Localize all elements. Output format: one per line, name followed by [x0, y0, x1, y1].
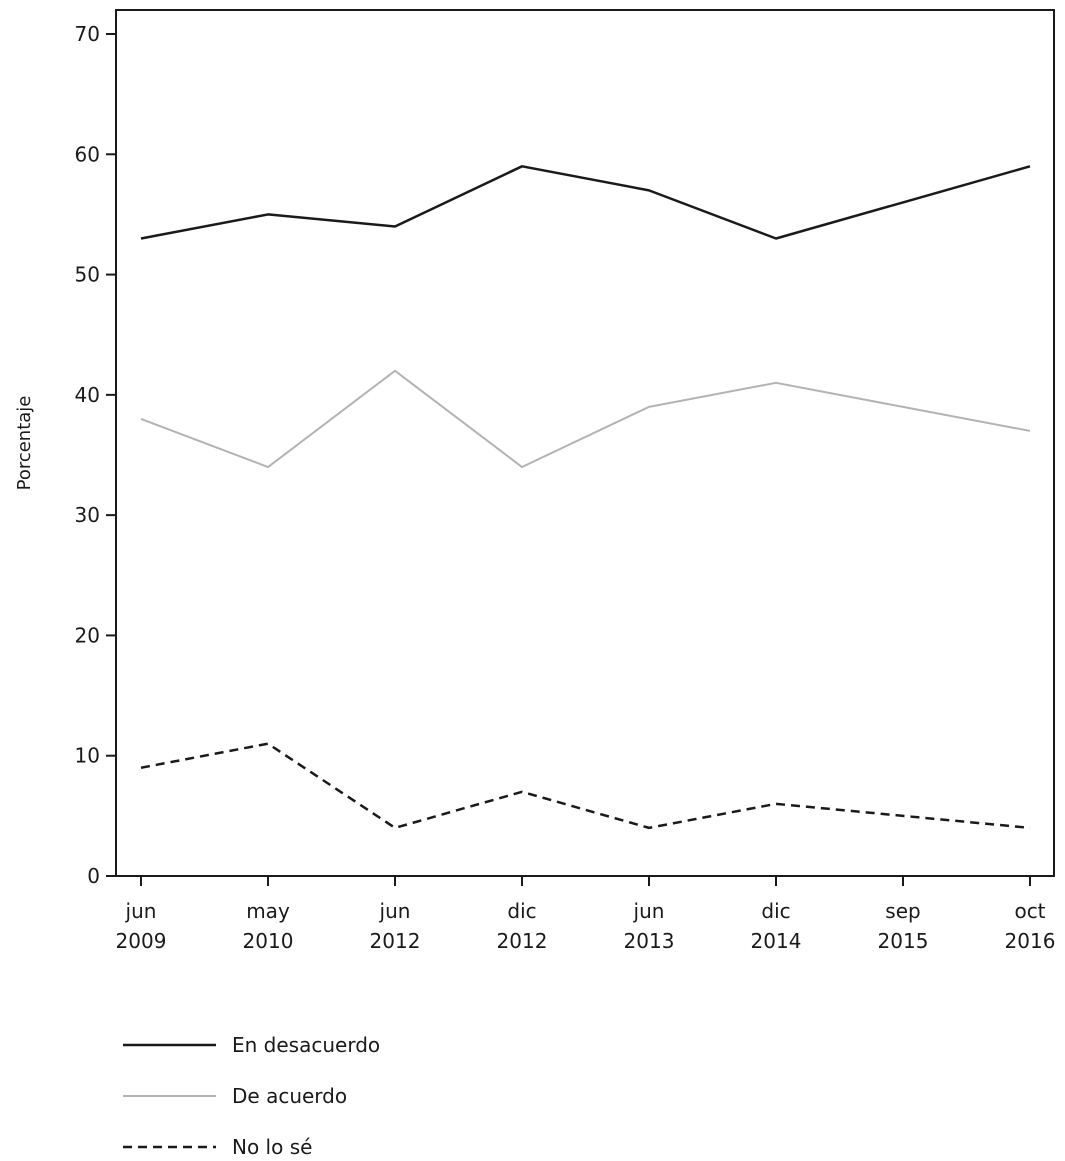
x-tick-label-month: jun: [125, 899, 157, 923]
y-tick-label: 70: [75, 22, 100, 46]
x-tick-label-year: 2009: [116, 929, 167, 953]
x-tick-label-month: dic: [507, 899, 536, 923]
legend-label-1: De acuerdo: [232, 1084, 347, 1108]
x-tick-label-year: 2016: [1005, 929, 1056, 953]
legend: En desacuerdo De acuerdo No lo sé: [123, 1033, 380, 1159]
legend-label-0: En desacuerdo: [232, 1033, 380, 1057]
x-tick-label-month: oct: [1014, 899, 1045, 923]
series-layer: [140, 165, 1031, 830]
y-tick-label: 60: [75, 142, 100, 166]
y-tick-label: 0: [87, 864, 100, 888]
y-axis-title: Porcentaje: [14, 396, 35, 491]
series-line-2: [140, 742, 1031, 830]
series-line-0: [140, 165, 1031, 240]
y-axis: 0 10 20 30 40 50 60 70: [75, 22, 116, 888]
y-tick-label: 50: [75, 263, 100, 287]
x-tick-label-year: 2014: [751, 929, 802, 953]
x-tick-label-month: may: [246, 899, 290, 923]
x-tick-label-month: dic: [761, 899, 790, 923]
x-tick-label-year: 2010: [243, 929, 294, 953]
y-tick-label: 40: [75, 383, 100, 407]
x-axis: jun 2009 may 2010 jun 2012 dic 2012 jun 2013 dic 20…: [116, 876, 1056, 953]
plot-frame: [115, 9, 1055, 877]
x-tick-label-month: jun: [633, 899, 665, 923]
x-tick-label-year: 2012: [497, 929, 548, 953]
y-tick-label: 20: [75, 623, 100, 647]
x-tick-label-year: 2013: [624, 929, 675, 953]
y-tick-label: 10: [75, 744, 100, 768]
x-tick-label-month: sep: [885, 899, 920, 923]
x-tick-label-month: jun: [379, 899, 411, 923]
series-line-1: [140, 369, 1031, 469]
y-tick-label: 30: [75, 503, 100, 527]
x-tick-label-year: 2015: [878, 929, 929, 953]
x-tick-label-year: 2012: [370, 929, 421, 953]
legend-label-2: No lo sé: [232, 1135, 312, 1157]
